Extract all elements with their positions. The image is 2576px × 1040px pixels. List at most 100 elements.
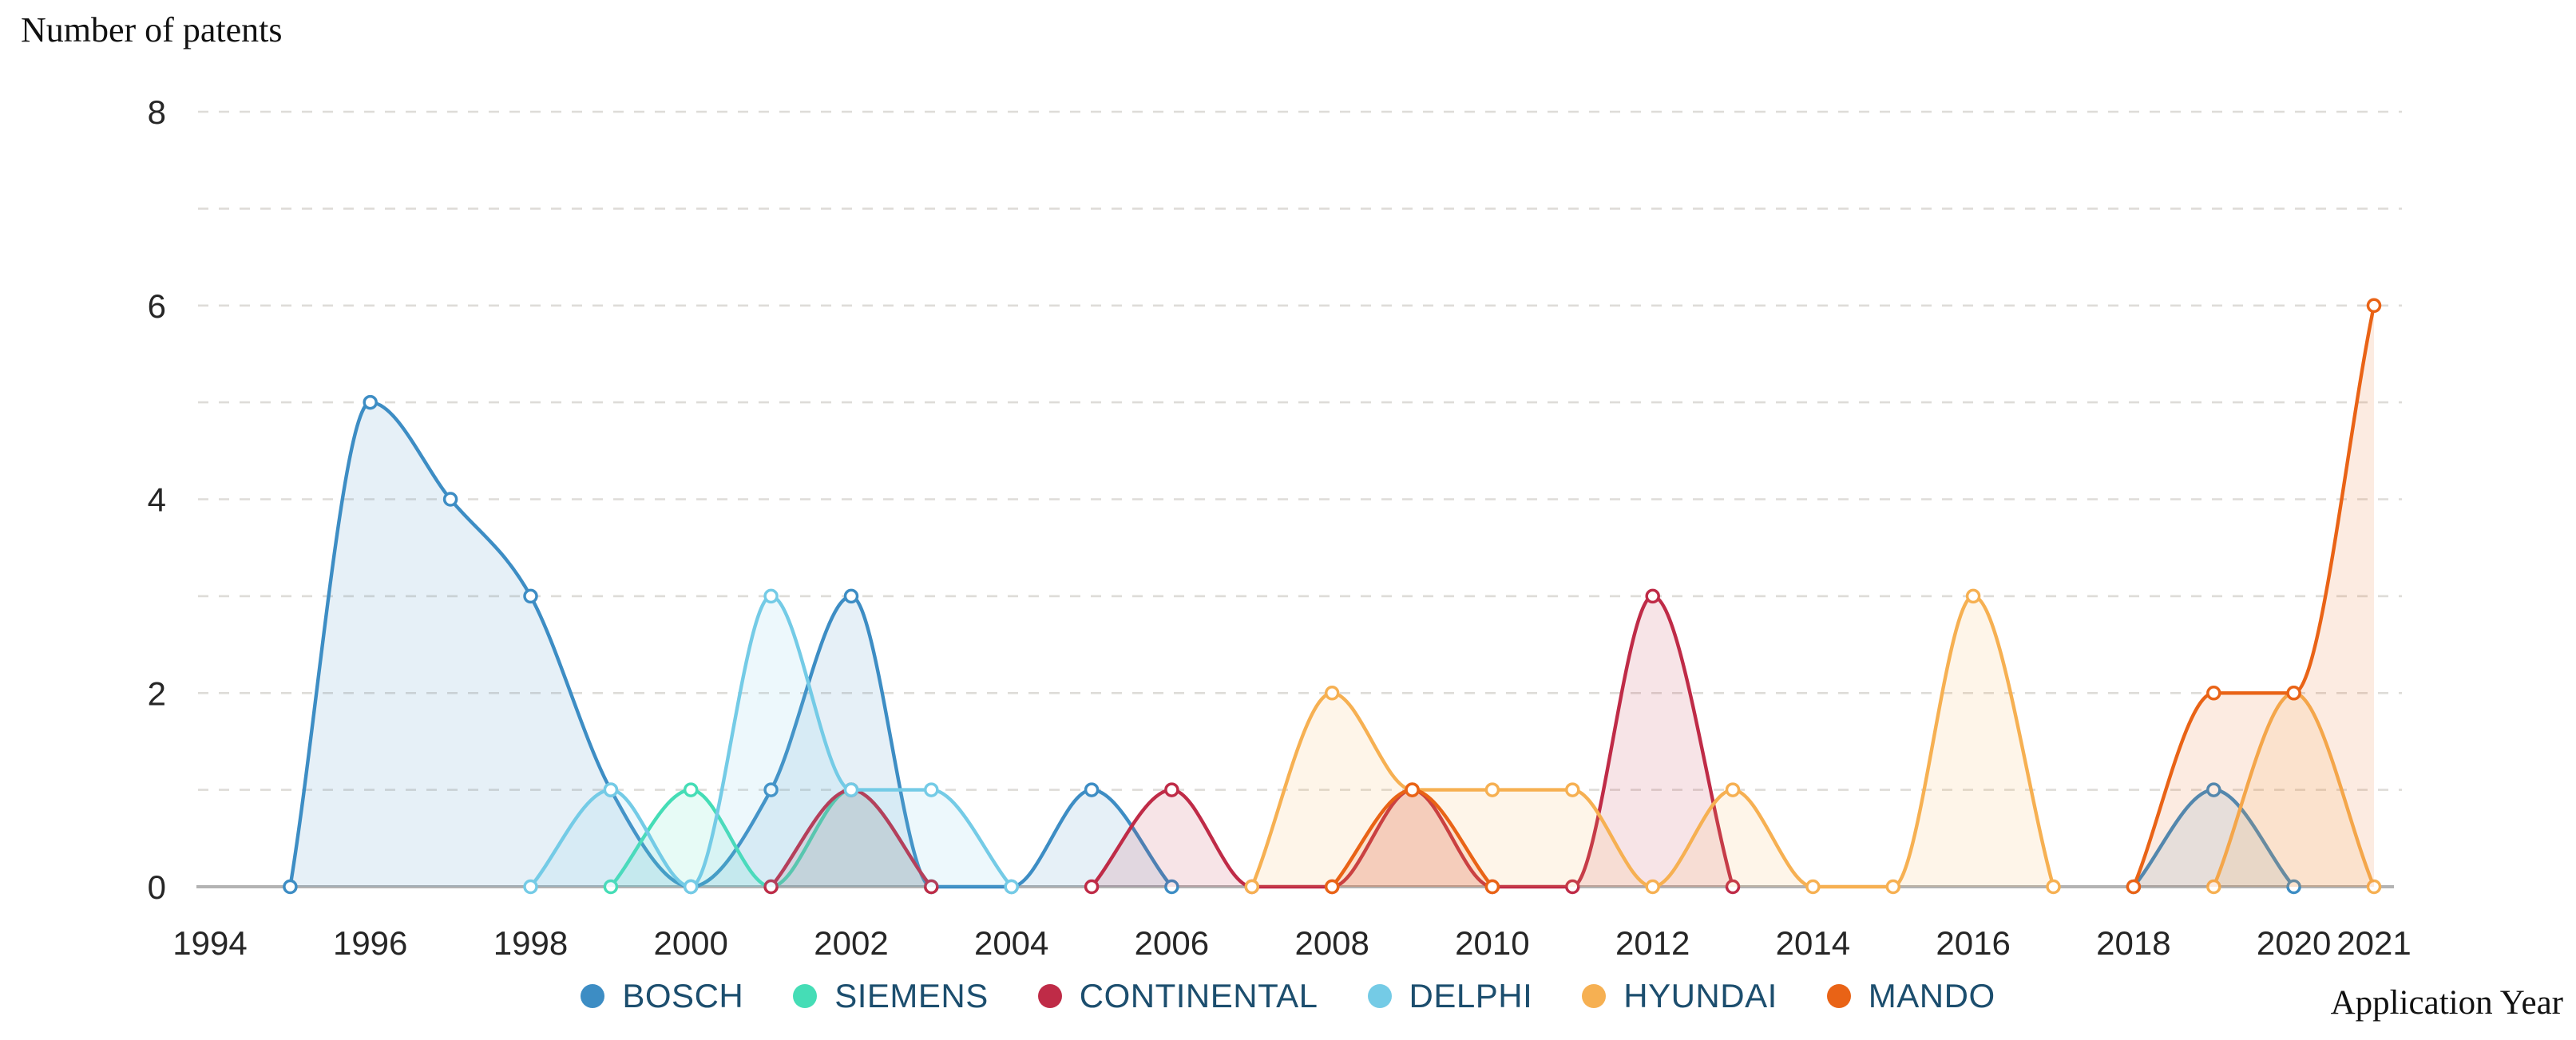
- data-point-marker: [1484, 782, 1500, 797]
- data-point-marker: [1164, 879, 1179, 895]
- series-mando: [1324, 298, 2382, 895]
- x-tick-label: 1998: [493, 924, 568, 962]
- y-tick-label: 2: [148, 674, 166, 712]
- legend-item-delphi: DELPHI: [1367, 977, 1533, 1015]
- x-tick-labels: 1994 1996 1998 2000 2002 2004 2006 2008 2010 2012…: [172, 924, 2411, 962]
- data-point-marker: [1004, 879, 1019, 895]
- y-tick-label: 8: [148, 93, 166, 131]
- data-point-marker: [763, 879, 779, 895]
- data-point-marker: [2286, 879, 2301, 895]
- data-point-marker: [2286, 686, 2301, 701]
- series-area: [1332, 789, 1492, 887]
- data-point-marker: [1725, 879, 1741, 895]
- x-tick-label: 2016: [1936, 924, 2010, 962]
- data-point-marker: [1725, 782, 1741, 797]
- x-tick-label: 2008: [1294, 924, 1369, 962]
- data-point-marker: [363, 394, 378, 410]
- data-point-marker: [2206, 686, 2221, 701]
- data-point-marker: [1405, 782, 1420, 797]
- legend-item-bosch: BOSCH: [581, 977, 743, 1015]
- data-point-marker: [924, 879, 939, 895]
- data-point-marker: [1164, 782, 1179, 797]
- data-point-marker: [1645, 588, 1660, 604]
- chart-title: Number of patents: [21, 10, 283, 49]
- legend-label: DELPHI: [1409, 977, 1533, 1014]
- data-point-marker: [2206, 782, 2221, 797]
- x-tick-label: 2000: [653, 924, 727, 962]
- data-point-marker: [1565, 782, 1580, 797]
- x-tick-label: 2004: [974, 924, 1048, 962]
- series-line: [2131, 303, 2376, 889]
- legend-dot-icon: [1826, 984, 1851, 1008]
- series-area: [290, 402, 1172, 888]
- x-tick-label: 2012: [1615, 924, 1690, 962]
- series-area: [2133, 305, 2374, 887]
- data-point-marker: [1565, 879, 1580, 895]
- series-line: [1250, 594, 2055, 889]
- data-point-marker: [442, 492, 458, 507]
- legend-dot-icon: [1037, 984, 1062, 1008]
- data-point-marker: [523, 588, 538, 604]
- legend-item-hyundai: HYUNDAI: [1582, 977, 1777, 1015]
- data-point-marker: [1324, 686, 1340, 701]
- series-hyundai: [1244, 588, 2382, 895]
- data-point-marker: [1645, 879, 1660, 895]
- data-point-marker: [1484, 879, 1500, 895]
- series-delphi: [523, 588, 1019, 895]
- series-area: [2133, 789, 2294, 887]
- data-point-marker: [1244, 879, 1260, 895]
- x-tick-label: 2014: [1776, 924, 1850, 962]
- x-tick-label: 2010: [1455, 924, 1529, 962]
- data-point-marker: [283, 879, 298, 895]
- series-area: [771, 789, 932, 887]
- data-point-marker: [1805, 879, 1821, 895]
- data-point-marker: [1084, 879, 1100, 895]
- y-tick-label: 0: [148, 868, 166, 906]
- legend-label: MANDO: [1868, 977, 1995, 1014]
- data-point-marker: [683, 782, 699, 797]
- data-point-marker: [2206, 879, 2221, 895]
- data-point-marker: [1084, 782, 1100, 797]
- x-axis-title: Application Year: [2330, 984, 2563, 1022]
- data-point-marker: [1324, 879, 1340, 895]
- legend-dot-icon: [581, 984, 605, 1008]
- legend-dot-icon: [1582, 984, 1607, 1008]
- y-tick-labels: 0 2 4 6 8: [148, 93, 166, 906]
- data-point-marker: [2366, 298, 2382, 314]
- data-point-marker: [2126, 879, 2142, 895]
- data-point-marker: [1965, 588, 1981, 604]
- data-point-marker: [2046, 879, 2061, 895]
- data-point-marker: [763, 588, 779, 604]
- data-point-marker: [603, 879, 619, 895]
- data-point-marker: [1885, 879, 1901, 895]
- legend-label: HYUNDAI: [1623, 977, 1777, 1014]
- x-tick-label: 2006: [1135, 924, 1209, 962]
- series-area: [1092, 595, 1733, 887]
- data-point-marker: [683, 879, 699, 895]
- legend-item-mando: MANDO: [1826, 977, 1995, 1015]
- x-tick-label: 1994: [172, 924, 247, 962]
- legend: BOSCH SIEMENS CONTINENTAL DELPHI HYUNDAI MAND…: [0, 977, 2576, 1015]
- series-continental: [763, 588, 1741, 895]
- y-tick-label: 4: [148, 481, 166, 519]
- legend-dot-icon: [793, 984, 818, 1008]
- data-point-marker: [843, 588, 859, 604]
- x-tick-label: 2020: [2257, 924, 2331, 962]
- legend-label: SIEMENS: [834, 977, 989, 1014]
- series-area: [610, 789, 932, 887]
- legend-label: BOSCH: [622, 977, 744, 1014]
- data-point-marker: [763, 782, 779, 797]
- data-point-marker: [523, 879, 538, 895]
- data-point-marker: [2366, 879, 2382, 895]
- x-tick-label: 2002: [814, 924, 888, 962]
- legend-label: CONTINENTAL: [1079, 977, 1318, 1014]
- series-area: [1251, 595, 2054, 887]
- legend-dot-icon: [1367, 984, 1392, 1008]
- x-tick-label: 2018: [2096, 924, 2170, 962]
- data-point-marker: [603, 782, 619, 797]
- data-point-marker: [843, 782, 859, 797]
- legend-item-continental: CONTINENTAL: [1037, 977, 1318, 1015]
- data-point-marker: [924, 782, 939, 797]
